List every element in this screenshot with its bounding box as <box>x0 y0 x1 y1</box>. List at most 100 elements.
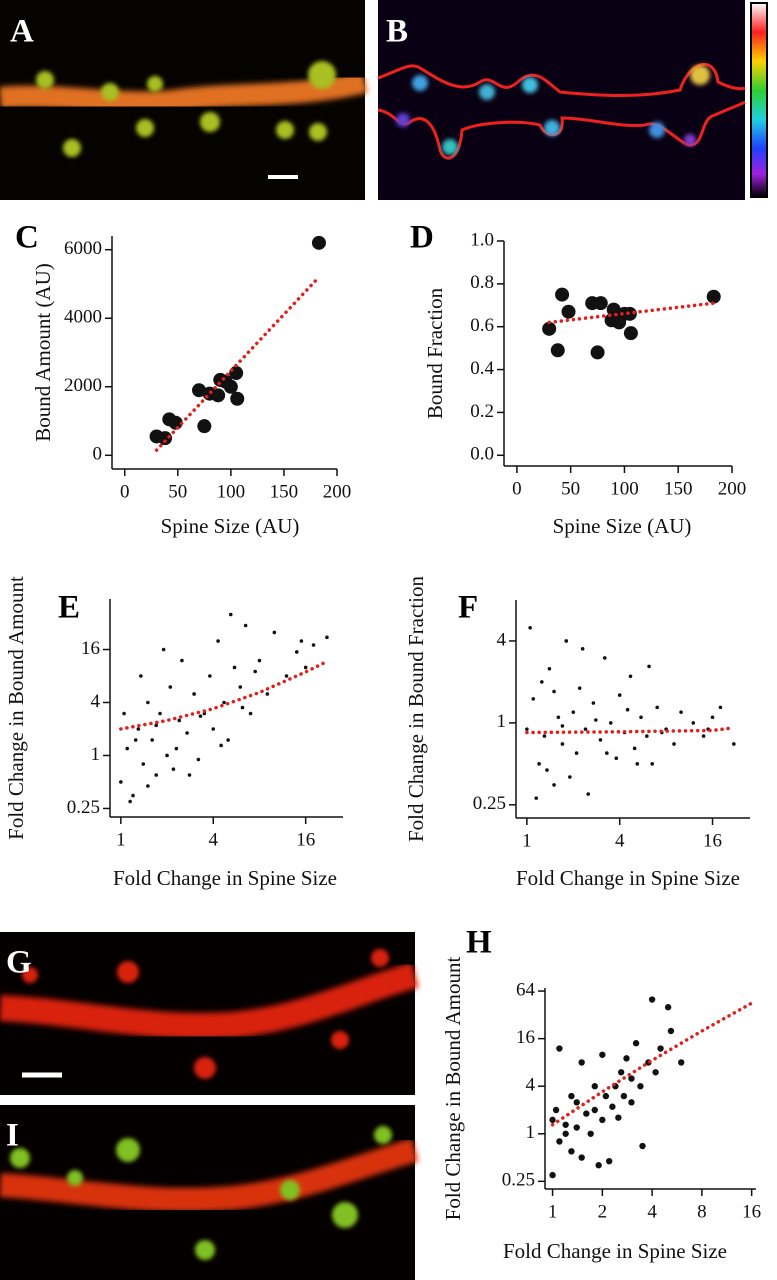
point <box>192 692 196 696</box>
point <box>150 738 154 742</box>
y-tick-label: 4 <box>526 1075 536 1096</box>
point <box>196 757 201 762</box>
point <box>128 799 132 804</box>
point <box>325 635 329 640</box>
point <box>552 1106 560 1114</box>
y-tick-label: 0.6 <box>470 315 494 336</box>
point <box>577 686 582 690</box>
point <box>598 738 603 742</box>
point <box>625 707 630 712</box>
point <box>691 721 696 725</box>
point <box>583 1110 590 1117</box>
point <box>628 1075 635 1082</box>
point <box>185 731 189 735</box>
point <box>622 306 637 321</box>
point <box>257 658 262 663</box>
point <box>243 623 248 628</box>
point <box>602 656 607 660</box>
panel-label: B <box>386 14 408 50</box>
point <box>556 715 561 720</box>
y-tick-label: 4 <box>91 691 101 712</box>
point <box>605 751 609 755</box>
point <box>614 756 619 761</box>
point <box>303 665 308 670</box>
point <box>639 1142 646 1150</box>
point <box>645 734 649 738</box>
point <box>154 773 159 777</box>
point <box>564 639 569 643</box>
point <box>556 1138 563 1145</box>
point <box>253 669 257 674</box>
x-tick-label: 150 <box>664 478 693 499</box>
point <box>222 700 226 705</box>
point <box>141 762 146 766</box>
y-tick-label: 16 <box>516 1027 535 1048</box>
point <box>174 746 179 751</box>
point <box>606 302 621 317</box>
point <box>578 1154 585 1161</box>
x-tick-label: 1 <box>548 1201 558 1222</box>
x-axis-title: Fold Change in Spine Size <box>516 866 740 890</box>
point <box>240 705 245 710</box>
point <box>615 1114 622 1121</box>
point <box>657 1045 664 1052</box>
point <box>131 793 135 798</box>
point <box>211 727 216 731</box>
point <box>667 1027 675 1035</box>
point <box>534 796 539 800</box>
x-tick-label: 100 <box>217 481 246 502</box>
point <box>706 289 721 304</box>
point <box>568 775 572 779</box>
point <box>542 734 547 738</box>
y-axis-title: Bound Amount (AU) <box>31 263 55 442</box>
x-tick-label: 50 <box>561 478 580 499</box>
point <box>652 1069 659 1076</box>
point <box>571 710 576 714</box>
point <box>620 1092 628 1100</box>
image-i <box>0 1105 419 1280</box>
point <box>586 792 591 796</box>
point <box>593 296 608 311</box>
point <box>154 723 159 728</box>
point <box>632 1040 640 1047</box>
point <box>580 647 585 651</box>
point <box>230 391 245 406</box>
point <box>617 693 622 697</box>
point <box>294 650 299 654</box>
x-tick-label: 200 <box>718 478 747 499</box>
y-tick-label: 0.25 <box>67 797 100 818</box>
point <box>632 746 637 751</box>
point <box>599 1051 606 1058</box>
point <box>590 345 605 360</box>
point <box>583 727 588 731</box>
y-tick-label: 4000 <box>64 307 102 328</box>
point <box>594 718 598 722</box>
point <box>560 742 565 746</box>
point <box>718 705 723 710</box>
y-axis-title: Bound Fraction <box>423 287 447 419</box>
x-tick-label: 1 <box>116 829 126 850</box>
y-tick-label: 0.8 <box>470 272 494 293</box>
point <box>219 743 223 748</box>
panel-label: C <box>15 220 39 256</box>
point <box>177 718 182 723</box>
point <box>568 1148 575 1155</box>
x-tick-label: 16 <box>742 1201 761 1222</box>
point <box>168 415 183 430</box>
point <box>265 692 270 696</box>
y-tick-label: 4 <box>497 629 507 650</box>
y-tick-label: 1 <box>526 1122 536 1143</box>
point <box>647 664 651 669</box>
x-axis-title: Fold Change in Spine Size <box>113 866 337 890</box>
image-b <box>377 0 768 200</box>
point <box>540 680 544 684</box>
point <box>560 724 565 728</box>
point <box>679 710 683 714</box>
y-axis-title: Fold Change in Bound Fraction <box>404 576 428 842</box>
point <box>284 674 289 678</box>
point <box>122 711 126 716</box>
point <box>542 321 557 336</box>
point <box>119 780 123 784</box>
point <box>197 419 212 434</box>
point <box>573 1124 580 1131</box>
